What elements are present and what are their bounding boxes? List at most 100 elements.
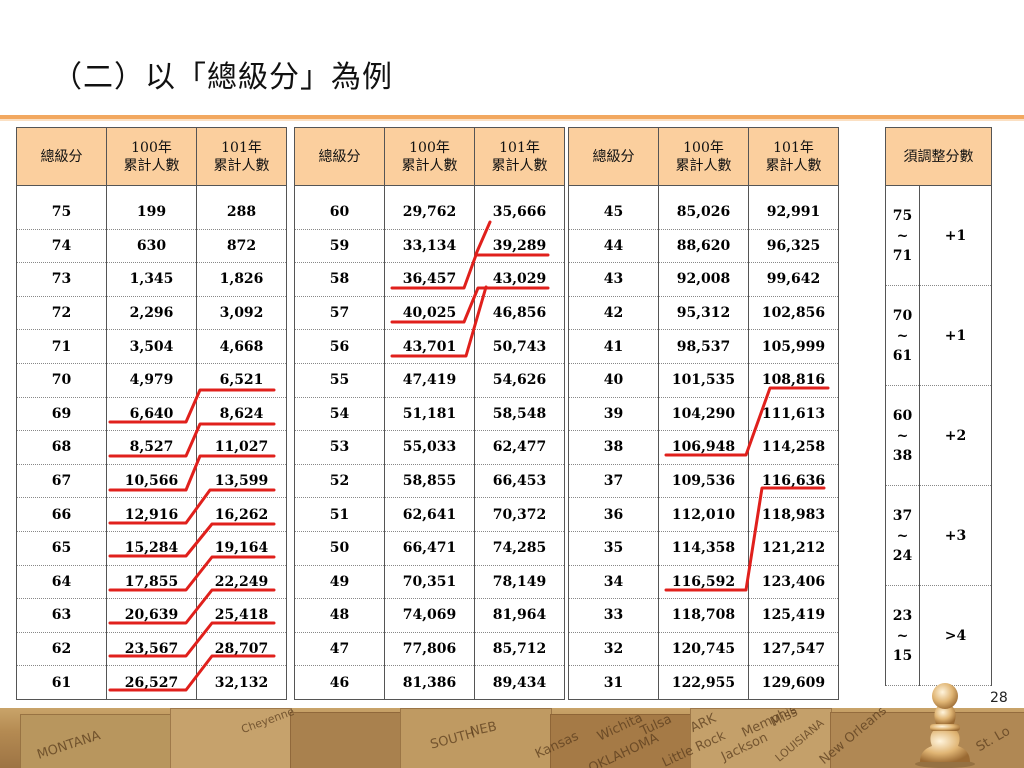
count-100-cell: 43,701 [384, 329, 475, 364]
score-cell: 40 [568, 363, 659, 398]
adjust-value-cell: +1 [919, 285, 992, 386]
count-100-cell: 8,527 [106, 430, 197, 465]
count-101-cell: 70,372 [474, 497, 565, 532]
count-101-cell: 58,548 [474, 397, 565, 432]
header-score: 總級分 [294, 127, 385, 186]
count-100-cell: 2,296 [106, 296, 197, 331]
score-cell: 42 [568, 296, 659, 331]
score-cell: 43 [568, 262, 659, 297]
count-100-cell: 17,855 [106, 565, 197, 600]
count-100-cell: 55,033 [384, 430, 475, 465]
count-101-cell: 111,613 [748, 397, 839, 432]
count-100-cell: 23,567 [106, 632, 197, 667]
count-101-cell: 118,983 [748, 497, 839, 532]
count-100-cell: 33,134 [384, 229, 475, 264]
table-row: 56 43,701 50,743 [294, 329, 565, 364]
count-100-cell: 114,358 [658, 531, 749, 566]
header-100: 100年 累計人數 [384, 127, 475, 186]
count-100-cell: 62,641 [384, 497, 475, 532]
title-divider [0, 115, 1024, 119]
score-cell: 44 [568, 229, 659, 264]
count-101-cell: 125,419 [748, 598, 839, 633]
score-table-3: 總級分 100年 累計人數 101年 累計人數 45 85,026 92,991 44 88… [568, 127, 839, 700]
score-cell: 58 [294, 262, 385, 297]
score-cell: 46 [294, 665, 385, 700]
table-row: 50 66,471 74,285 [294, 531, 565, 566]
adjust-row: 70 ~61 +1 [885, 285, 992, 386]
count-101-cell: 22,249 [196, 565, 287, 600]
chess-pawn-icon [915, 683, 975, 768]
count-100-cell: 106,948 [658, 430, 749, 465]
count-100-cell: 66,471 [384, 531, 475, 566]
score-table-2: 總級分 100年 累計人數 101年 累計人數 60 29,762 35,666 59 33… [294, 127, 565, 700]
count-100-cell: 51,181 [384, 397, 475, 432]
table-row: 33 118,708 125,419 [568, 598, 839, 633]
table-row: 31 122,955 129,609 [568, 665, 839, 700]
count-101-cell: 8,624 [196, 397, 287, 432]
score-cell: 38 [568, 430, 659, 465]
table-row: 58 36,457 43,029 [294, 262, 565, 297]
table-row: 49 70,351 78,149 [294, 565, 565, 600]
count-100-cell: 4,979 [106, 363, 197, 398]
page-number: 28 [990, 690, 1008, 706]
table-row: 68 8,527 11,027 [16, 430, 287, 465]
count-101-cell: 25,418 [196, 598, 287, 633]
count-101-cell: 43,029 [474, 262, 565, 297]
table-row: 69 6,640 8,624 [16, 397, 287, 432]
count-101-cell: 81,964 [474, 598, 565, 633]
count-100-cell: 26,527 [106, 665, 197, 700]
table-row: 66 12,916 16,262 [16, 497, 287, 532]
count-100-cell: 15,284 [106, 531, 197, 566]
count-100-cell: 6,640 [106, 397, 197, 432]
count-101-cell: 35,666 [474, 196, 565, 230]
count-100-cell: 1,345 [106, 262, 197, 297]
table-row: 36 112,010 118,983 [568, 497, 839, 532]
count-101-cell: 96,325 [748, 229, 839, 264]
score-cell: 62 [16, 632, 107, 667]
count-100-cell: 20,639 [106, 598, 197, 633]
count-101-cell: 1,826 [196, 262, 287, 297]
count-100-cell: 70,351 [384, 565, 475, 600]
table-row: 61 26,527 32,132 [16, 665, 287, 700]
table-row: 39 104,290 111,613 [568, 397, 839, 432]
score-cell: 31 [568, 665, 659, 700]
table-row: 35 114,358 121,212 [568, 531, 839, 566]
count-101-cell: 92,991 [748, 196, 839, 230]
adjust-row: 23 ~15 >4 [885, 585, 992, 686]
header-101: 101年 累計人數 [474, 127, 565, 186]
table-row: 51 62,641 70,372 [294, 497, 565, 532]
score-cell: 41 [568, 329, 659, 364]
score-cell: 68 [16, 430, 107, 465]
header-adjust: 須調整分數 [885, 127, 992, 186]
score-cell: 55 [294, 363, 385, 398]
table-row: 62 23,567 28,707 [16, 632, 287, 667]
count-100-cell: 199 [106, 196, 197, 230]
count-101-cell: 13,599 [196, 464, 287, 499]
table-row: 55 47,419 54,626 [294, 363, 565, 398]
count-101-cell: 4,668 [196, 329, 287, 364]
table-row: 32 120,745 127,547 [568, 632, 839, 667]
count-100-cell: 98,537 [658, 329, 749, 364]
score-range-cell: 60 ~38 [885, 385, 920, 486]
map-banner: MONTANA Cheyenne NEB Kansas Wichita Tuls… [0, 708, 1024, 768]
table-row: 70 4,979 6,521 [16, 363, 287, 398]
score-cell: 51 [294, 497, 385, 532]
count-100-cell: 630 [106, 229, 197, 264]
count-100-cell: 109,536 [658, 464, 749, 499]
count-100-cell: 12,916 [106, 497, 197, 532]
count-101-cell: 116,636 [748, 464, 839, 499]
score-cell: 64 [16, 565, 107, 600]
count-100-cell: 40,025 [384, 296, 475, 331]
table-row: 59 33,134 39,289 [294, 229, 565, 264]
header-101: 101年 累計人數 [748, 127, 839, 186]
score-table-1: 總級分 100年 累計人數 101年 累計人數 75 199 288 74 630 872 73… [16, 127, 287, 700]
count-101-cell: 78,149 [474, 565, 565, 600]
score-cell: 50 [294, 531, 385, 566]
count-101-cell: 39,289 [474, 229, 565, 264]
score-cell: 69 [16, 397, 107, 432]
score-cell: 34 [568, 565, 659, 600]
count-100-cell: 10,566 [106, 464, 197, 499]
count-101-cell: 114,258 [748, 430, 839, 465]
page-title: （二）以「總級分」為例 [52, 60, 393, 95]
adjust-value-cell: +3 [919, 485, 992, 586]
